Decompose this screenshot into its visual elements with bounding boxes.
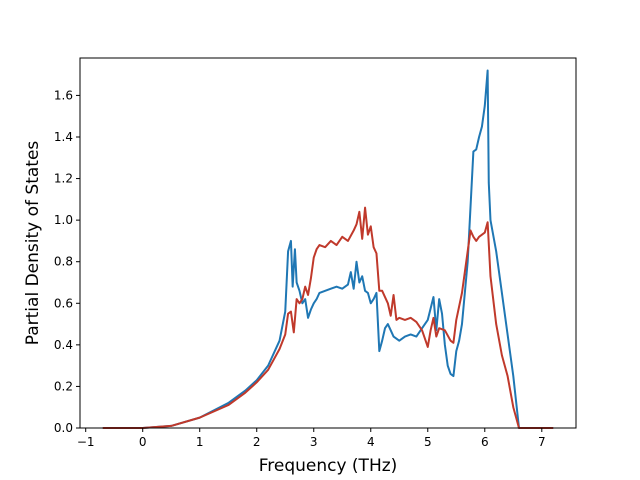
x-tick-label: 5 bbox=[424, 435, 432, 449]
y-axis-label: Partial Density of States bbox=[23, 141, 43, 346]
x-axis-label: Frequency (THz) bbox=[259, 456, 398, 476]
y-tick-label: 1.4 bbox=[54, 130, 73, 144]
x-tick-label: 4 bbox=[367, 435, 375, 449]
x-tick-label: 3 bbox=[310, 435, 318, 449]
x-tick-label: 6 bbox=[481, 435, 489, 449]
series-line-2 bbox=[102, 206, 554, 429]
y-tick-label: 1.0 bbox=[54, 213, 73, 227]
y-tick-label: 0.6 bbox=[54, 296, 73, 310]
x-tick-label: 2 bbox=[253, 435, 261, 449]
axes-frame bbox=[79, 57, 577, 429]
y-tick-label: 0.0 bbox=[54, 421, 73, 435]
y-tick-label: 0.4 bbox=[54, 338, 73, 352]
y-axis: 0.0 0.2 0.4 0.6 0.8 1.0 1.2 1.4 1.6 bbox=[54, 88, 80, 435]
plot-area bbox=[102, 69, 554, 429]
x-axis: −1 0 1 2 3 4 5 6 7 bbox=[77, 428, 546, 449]
x-tick-label: 0 bbox=[139, 435, 147, 449]
series-line-1 bbox=[102, 69, 554, 429]
x-tick-label: 1 bbox=[196, 435, 204, 449]
y-tick-label: 1.2 bbox=[54, 172, 73, 186]
x-tick-label: 7 bbox=[538, 435, 546, 449]
y-tick-label: 0.8 bbox=[54, 255, 73, 269]
x-tick-label: −1 bbox=[77, 435, 95, 449]
y-tick-label: 1.6 bbox=[54, 88, 73, 102]
y-tick-label: 0.2 bbox=[54, 379, 73, 393]
